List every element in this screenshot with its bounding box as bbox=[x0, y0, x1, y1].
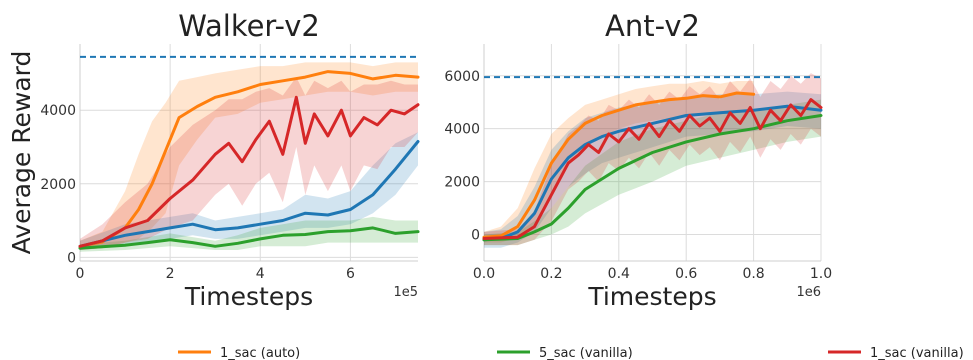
x-axis-label: Timesteps bbox=[587, 282, 716, 311]
x-tick-label: 0.4 bbox=[608, 266, 630, 282]
series-line-0 bbox=[482, 91, 756, 239]
ant-panel: 0.0 0.2 0.4 0.6 0.8 1.0 0 2000 4000 6000 Ant-v2 Tim… bbox=[444, 9, 832, 311]
legend-label-2: 1_sac (vanilla) bbox=[870, 346, 964, 360]
series-line-2 bbox=[482, 114, 823, 242]
y-tick-label: 2000 bbox=[444, 175, 480, 191]
series-band-0 bbox=[484, 81, 754, 243]
y-tick-label: 6000 bbox=[444, 69, 480, 85]
series-band-1 bbox=[80, 132, 418, 250]
series-line-1 bbox=[482, 104, 823, 242]
y-axis-label: Average Reward bbox=[7, 51, 36, 255]
x-tick-label: 1.0 bbox=[810, 266, 832, 282]
x-tick-label: 4 bbox=[256, 266, 265, 282]
x-tick-label: 2 bbox=[166, 266, 175, 282]
chart-title: Ant-v2 bbox=[605, 9, 700, 43]
x-tick-label: 0.0 bbox=[473, 266, 495, 282]
x-axis-exponent: 1e5 bbox=[393, 285, 418, 300]
y-tick-label: 2000 bbox=[40, 177, 76, 193]
y-tick-label: 4000 bbox=[444, 122, 480, 138]
x-tick-label: 0 bbox=[76, 266, 85, 282]
series-line-1 bbox=[78, 140, 420, 248]
series-line-0 bbox=[78, 70, 420, 248]
y-tick-label: 4000 bbox=[40, 103, 76, 119]
legend-label-0: 1_sac (auto) bbox=[220, 346, 300, 360]
walker-panel: 0 2 4 6 0 2000 4000 Walker-v2 Timesteps 1e5 Averag… bbox=[7, 9, 420, 311]
y-tick-label: 0 bbox=[67, 250, 76, 266]
series-band-3 bbox=[484, 73, 821, 246]
series-line-2 bbox=[78, 226, 420, 250]
x-tick-label: 0.6 bbox=[675, 266, 697, 282]
chart-title: Walker-v2 bbox=[178, 9, 320, 43]
x-axis-label: Timesteps bbox=[184, 282, 313, 311]
series-band-3 bbox=[80, 77, 418, 250]
series-line-3 bbox=[78, 95, 420, 248]
legend: 1_sac (auto) 5_sac (vanilla) 1_sac (vanill… bbox=[178, 346, 964, 360]
x-tick-label: 0.2 bbox=[540, 266, 562, 282]
x-axis-exponent: 1e6 bbox=[796, 285, 821, 300]
series-band-2 bbox=[80, 216, 418, 252]
legend-label-1: 5_sac (vanilla) bbox=[539, 346, 633, 360]
series-line-3 bbox=[482, 98, 823, 240]
x-tick-label: 0.8 bbox=[742, 266, 764, 282]
y-tick-label: 0 bbox=[471, 228, 480, 244]
x-tick-label: 6 bbox=[346, 266, 355, 282]
